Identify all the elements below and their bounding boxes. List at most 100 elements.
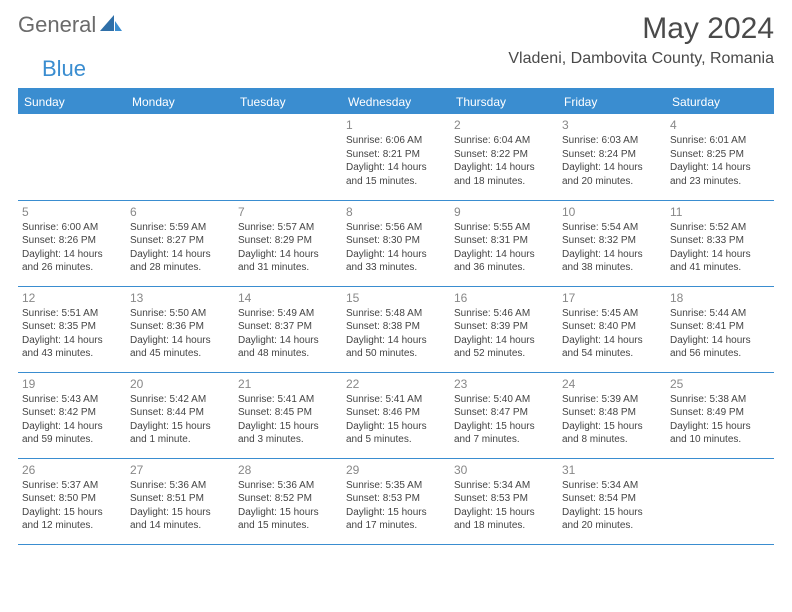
day-number: 2 xyxy=(454,118,554,132)
day-number: 27 xyxy=(130,463,230,477)
day-info-line: Sunset: 8:50 PM xyxy=(22,492,122,506)
calendar-cell: 5Sunrise: 6:00 AMSunset: 8:26 PMDaylight… xyxy=(18,200,126,286)
day-info-line: and 5 minutes. xyxy=(346,433,446,447)
day-number: 23 xyxy=(454,377,554,391)
day-number: 29 xyxy=(346,463,446,477)
calendar-cell: 12 Sunrise: 5:51 AMSunset: 8:35 PMDayligh… xyxy=(18,286,126,372)
day-info-line: Sunset: 8:41 PM xyxy=(670,320,770,334)
day-info-line: and 18 minutes. xyxy=(454,519,554,533)
day-info-line: Daylight: 14 hours xyxy=(22,334,122,348)
day-info-line: and 41 minutes. xyxy=(670,261,770,275)
day-info: Sunrise: 5:36 AMSunset: 8:52 PMDaylight:… xyxy=(238,479,338,533)
day-number: 8 xyxy=(346,205,446,219)
day-number: 16 xyxy=(454,291,554,305)
day-info-line: Daylight: 15 hours xyxy=(562,420,662,434)
calendar-week-row: 12 Sunrise: 5:51 AMSunset: 8:35 PMDayligh… xyxy=(18,286,774,372)
day-info-line: Sunrise: 5:34 AM xyxy=(562,479,662,493)
day-info-line: Sunset: 8:42 PM xyxy=(22,406,122,420)
day-info-line: Sunrise: 5:41 AM xyxy=(238,393,338,407)
day-info-line: Sunrise: 5:50 AM xyxy=(130,307,230,321)
day-info-line: Sunset: 8:22 PM xyxy=(454,148,554,162)
day-info-line: Sunrise: 5:52 AM xyxy=(670,221,770,235)
day-info-line: Daylight: 14 hours xyxy=(454,334,554,348)
day-info-line: Daylight: 14 hours xyxy=(22,420,122,434)
day-info: Sunrise: 5:49 AMSunset: 8:37 PMDaylight:… xyxy=(238,307,338,361)
day-info-line: Sunset: 8:27 PM xyxy=(130,234,230,248)
day-number: 24 xyxy=(562,377,662,391)
day-info-line: Sunset: 8:25 PM xyxy=(670,148,770,162)
day-info-line: Sunrise: 5:57 AM xyxy=(238,221,338,235)
day-info-line: Sunset: 8:30 PM xyxy=(346,234,446,248)
day-number: 10 xyxy=(562,205,662,219)
day-info-line: Sunrise: 5:48 AM xyxy=(346,307,446,321)
calendar-cell: 25Sunrise: 5:38 AMSunset: 8:49 PMDayligh… xyxy=(666,372,774,458)
calendar-cell: 17Sunrise: 5:45 AMSunset: 8:40 PMDayligh… xyxy=(558,286,666,372)
day-info: Sunrise: 5:41 AMSunset: 8:45 PMDaylight:… xyxy=(238,393,338,447)
day-info-line: Daylight: 15 hours xyxy=(22,506,122,520)
day-info-line: Sunrise: 5:46 AM xyxy=(454,307,554,321)
day-number: 12 xyxy=(22,291,122,305)
weekday-header: Friday xyxy=(558,90,666,114)
day-info-line: Daylight: 14 hours xyxy=(454,248,554,262)
calendar-cell xyxy=(126,114,234,200)
calendar-cell: 30Sunrise: 5:34 AMSunset: 8:53 PMDayligh… xyxy=(450,458,558,544)
calendar-cell: 9Sunrise: 5:55 AMSunset: 8:31 PMDaylight… xyxy=(450,200,558,286)
day-info-line: Daylight: 14 hours xyxy=(346,334,446,348)
day-info: Sunrise: 5:55 AMSunset: 8:31 PMDaylight:… xyxy=(454,221,554,275)
day-info-line: Daylight: 15 hours xyxy=(346,506,446,520)
calendar-header-row: Sunday Monday Tuesday Wednesday Thursday… xyxy=(18,90,774,114)
calendar-cell: 29Sunrise: 5:35 AMSunset: 8:53 PMDayligh… xyxy=(342,458,450,544)
day-info: Sunrise: 5:36 AMSunset: 8:51 PMDaylight:… xyxy=(130,479,230,533)
day-info-line: Sunrise: 5:38 AM xyxy=(670,393,770,407)
day-info: Sunrise: 5:46 AMSunset: 8:39 PMDaylight:… xyxy=(454,307,554,361)
day-info: Sunrise: 6:01 AMSunset: 8:25 PMDaylight:… xyxy=(670,134,770,188)
day-info-line: and 15 minutes. xyxy=(238,519,338,533)
day-info-line: Daylight: 15 hours xyxy=(562,506,662,520)
day-info-line: Sunset: 8:33 PM xyxy=(670,234,770,248)
calendar-cell: 22Sunrise: 5:41 AMSunset: 8:46 PMDayligh… xyxy=(342,372,450,458)
day-info-line: Sunrise: 5:54 AM xyxy=(562,221,662,235)
day-info-line: Sunrise: 6:01 AM xyxy=(670,134,770,148)
day-info-line: and 15 minutes. xyxy=(346,175,446,189)
day-number: 25 xyxy=(670,377,770,391)
day-info-line: and 17 minutes. xyxy=(346,519,446,533)
calendar-week-row: 1Sunrise: 6:06 AMSunset: 8:21 PMDaylight… xyxy=(18,114,774,200)
day-info-line: Daylight: 15 hours xyxy=(130,506,230,520)
day-info-line: Sunset: 8:44 PM xyxy=(130,406,230,420)
day-info-line: and 20 minutes. xyxy=(562,519,662,533)
day-info: Sunrise: 5:40 AMSunset: 8:47 PMDaylight:… xyxy=(454,393,554,447)
day-info-line: Sunrise: 5:44 AM xyxy=(670,307,770,321)
month-title: May 2024 xyxy=(508,12,774,46)
day-info: Sunrise: 5:37 AMSunset: 8:50 PMDaylight:… xyxy=(22,479,122,533)
day-info-line: Daylight: 14 hours xyxy=(238,248,338,262)
day-number: 7 xyxy=(238,205,338,219)
day-number: 6 xyxy=(130,205,230,219)
day-info-line: Sunset: 8:31 PM xyxy=(454,234,554,248)
calendar-cell: 4Sunrise: 6:01 AMSunset: 8:25 PMDaylight… xyxy=(666,114,774,200)
day-info-line: Sunset: 8:21 PM xyxy=(346,148,446,162)
day-info-line: Daylight: 14 hours xyxy=(238,334,338,348)
calendar-cell: 16 Sunrise: 5:46 AMSunset: 8:39 PMDayligh… xyxy=(450,286,558,372)
day-info: Sunrise: 5:43 AMSunset: 8:42 PMDaylight:… xyxy=(22,393,122,447)
day-info-line: Sunset: 8:46 PM xyxy=(346,406,446,420)
day-info-line: Sunset: 8:51 PM xyxy=(130,492,230,506)
day-info-line: and 7 minutes. xyxy=(454,433,554,447)
day-number: 20 xyxy=(130,377,230,391)
day-info: Sunrise: 6:06 AMSunset: 8:21 PMDaylight:… xyxy=(346,134,446,188)
day-number: 26 xyxy=(22,463,122,477)
day-info-line: Sunset: 8:47 PM xyxy=(454,406,554,420)
day-info: Sunrise: 5:51 AMSunset: 8:35 PMDaylight:… xyxy=(22,307,122,361)
day-info-line: Sunset: 8:26 PM xyxy=(22,234,122,248)
day-info-line: Sunrise: 5:37 AM xyxy=(22,479,122,493)
day-info-line: Sunset: 8:32 PM xyxy=(562,234,662,248)
day-number: 11 xyxy=(670,205,770,219)
day-info-line: and 10 minutes. xyxy=(670,433,770,447)
calendar-cell: 21Sunrise: 5:41 AMSunset: 8:45 PMDayligh… xyxy=(234,372,342,458)
day-number: 19 xyxy=(22,377,122,391)
day-info-line: and 48 minutes. xyxy=(238,347,338,361)
calendar-cell: 13Sunrise: 5:50 AMSunset: 8:36 PMDayligh… xyxy=(126,286,234,372)
day-info-line: Sunrise: 5:51 AM xyxy=(22,307,122,321)
day-number: 15 xyxy=(346,291,446,305)
day-info-line: Sunrise: 5:34 AM xyxy=(454,479,554,493)
day-info: Sunrise: 5:42 AMSunset: 8:44 PMDaylight:… xyxy=(130,393,230,447)
